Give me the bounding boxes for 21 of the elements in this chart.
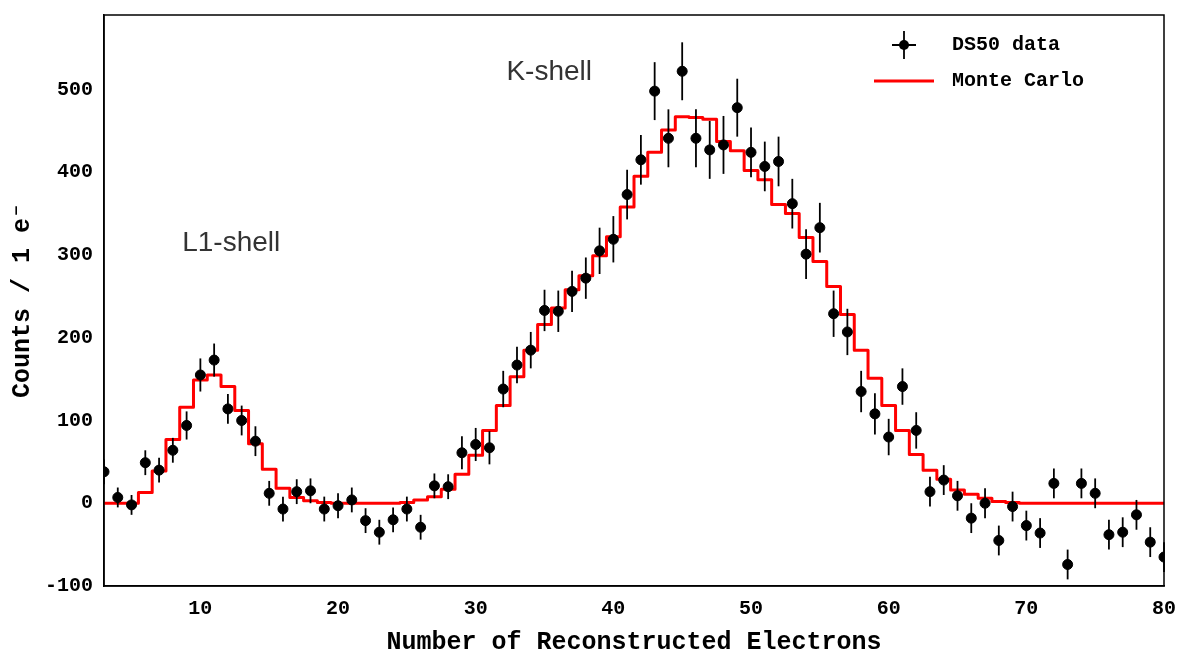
x-tick-label: 10 xyxy=(188,597,213,621)
y-tick-label: 400 xyxy=(56,160,94,184)
x-tick-label: 40 xyxy=(601,597,626,621)
x-axis-title: Number of Reconstructed Electrons xyxy=(386,628,882,658)
x-tick-label: 30 xyxy=(463,597,488,621)
x-tick-label: 60 xyxy=(876,597,901,621)
x-tick-label: 20 xyxy=(326,597,351,621)
annotation: K-shell xyxy=(506,54,592,86)
y-tick-label: 100 xyxy=(56,408,94,432)
y-axis-title: Counts / 1 e⁻ xyxy=(8,202,38,399)
y-tick-label: 0 xyxy=(80,491,94,515)
legend-label: DS50 data xyxy=(952,33,1061,57)
legend-label: Monte Carlo xyxy=(952,69,1085,93)
x-tick-label: 70 xyxy=(1014,597,1039,621)
y-tick-label: 500 xyxy=(56,77,94,101)
x-tick-label: 80 xyxy=(1151,597,1177,621)
annotation: L1-shell xyxy=(182,226,281,258)
y-tick-label: 200 xyxy=(56,325,94,349)
y-tick-label: -100 xyxy=(44,574,94,598)
x-tick-label: 50 xyxy=(739,597,764,621)
y-tick-label: 300 xyxy=(56,243,94,267)
